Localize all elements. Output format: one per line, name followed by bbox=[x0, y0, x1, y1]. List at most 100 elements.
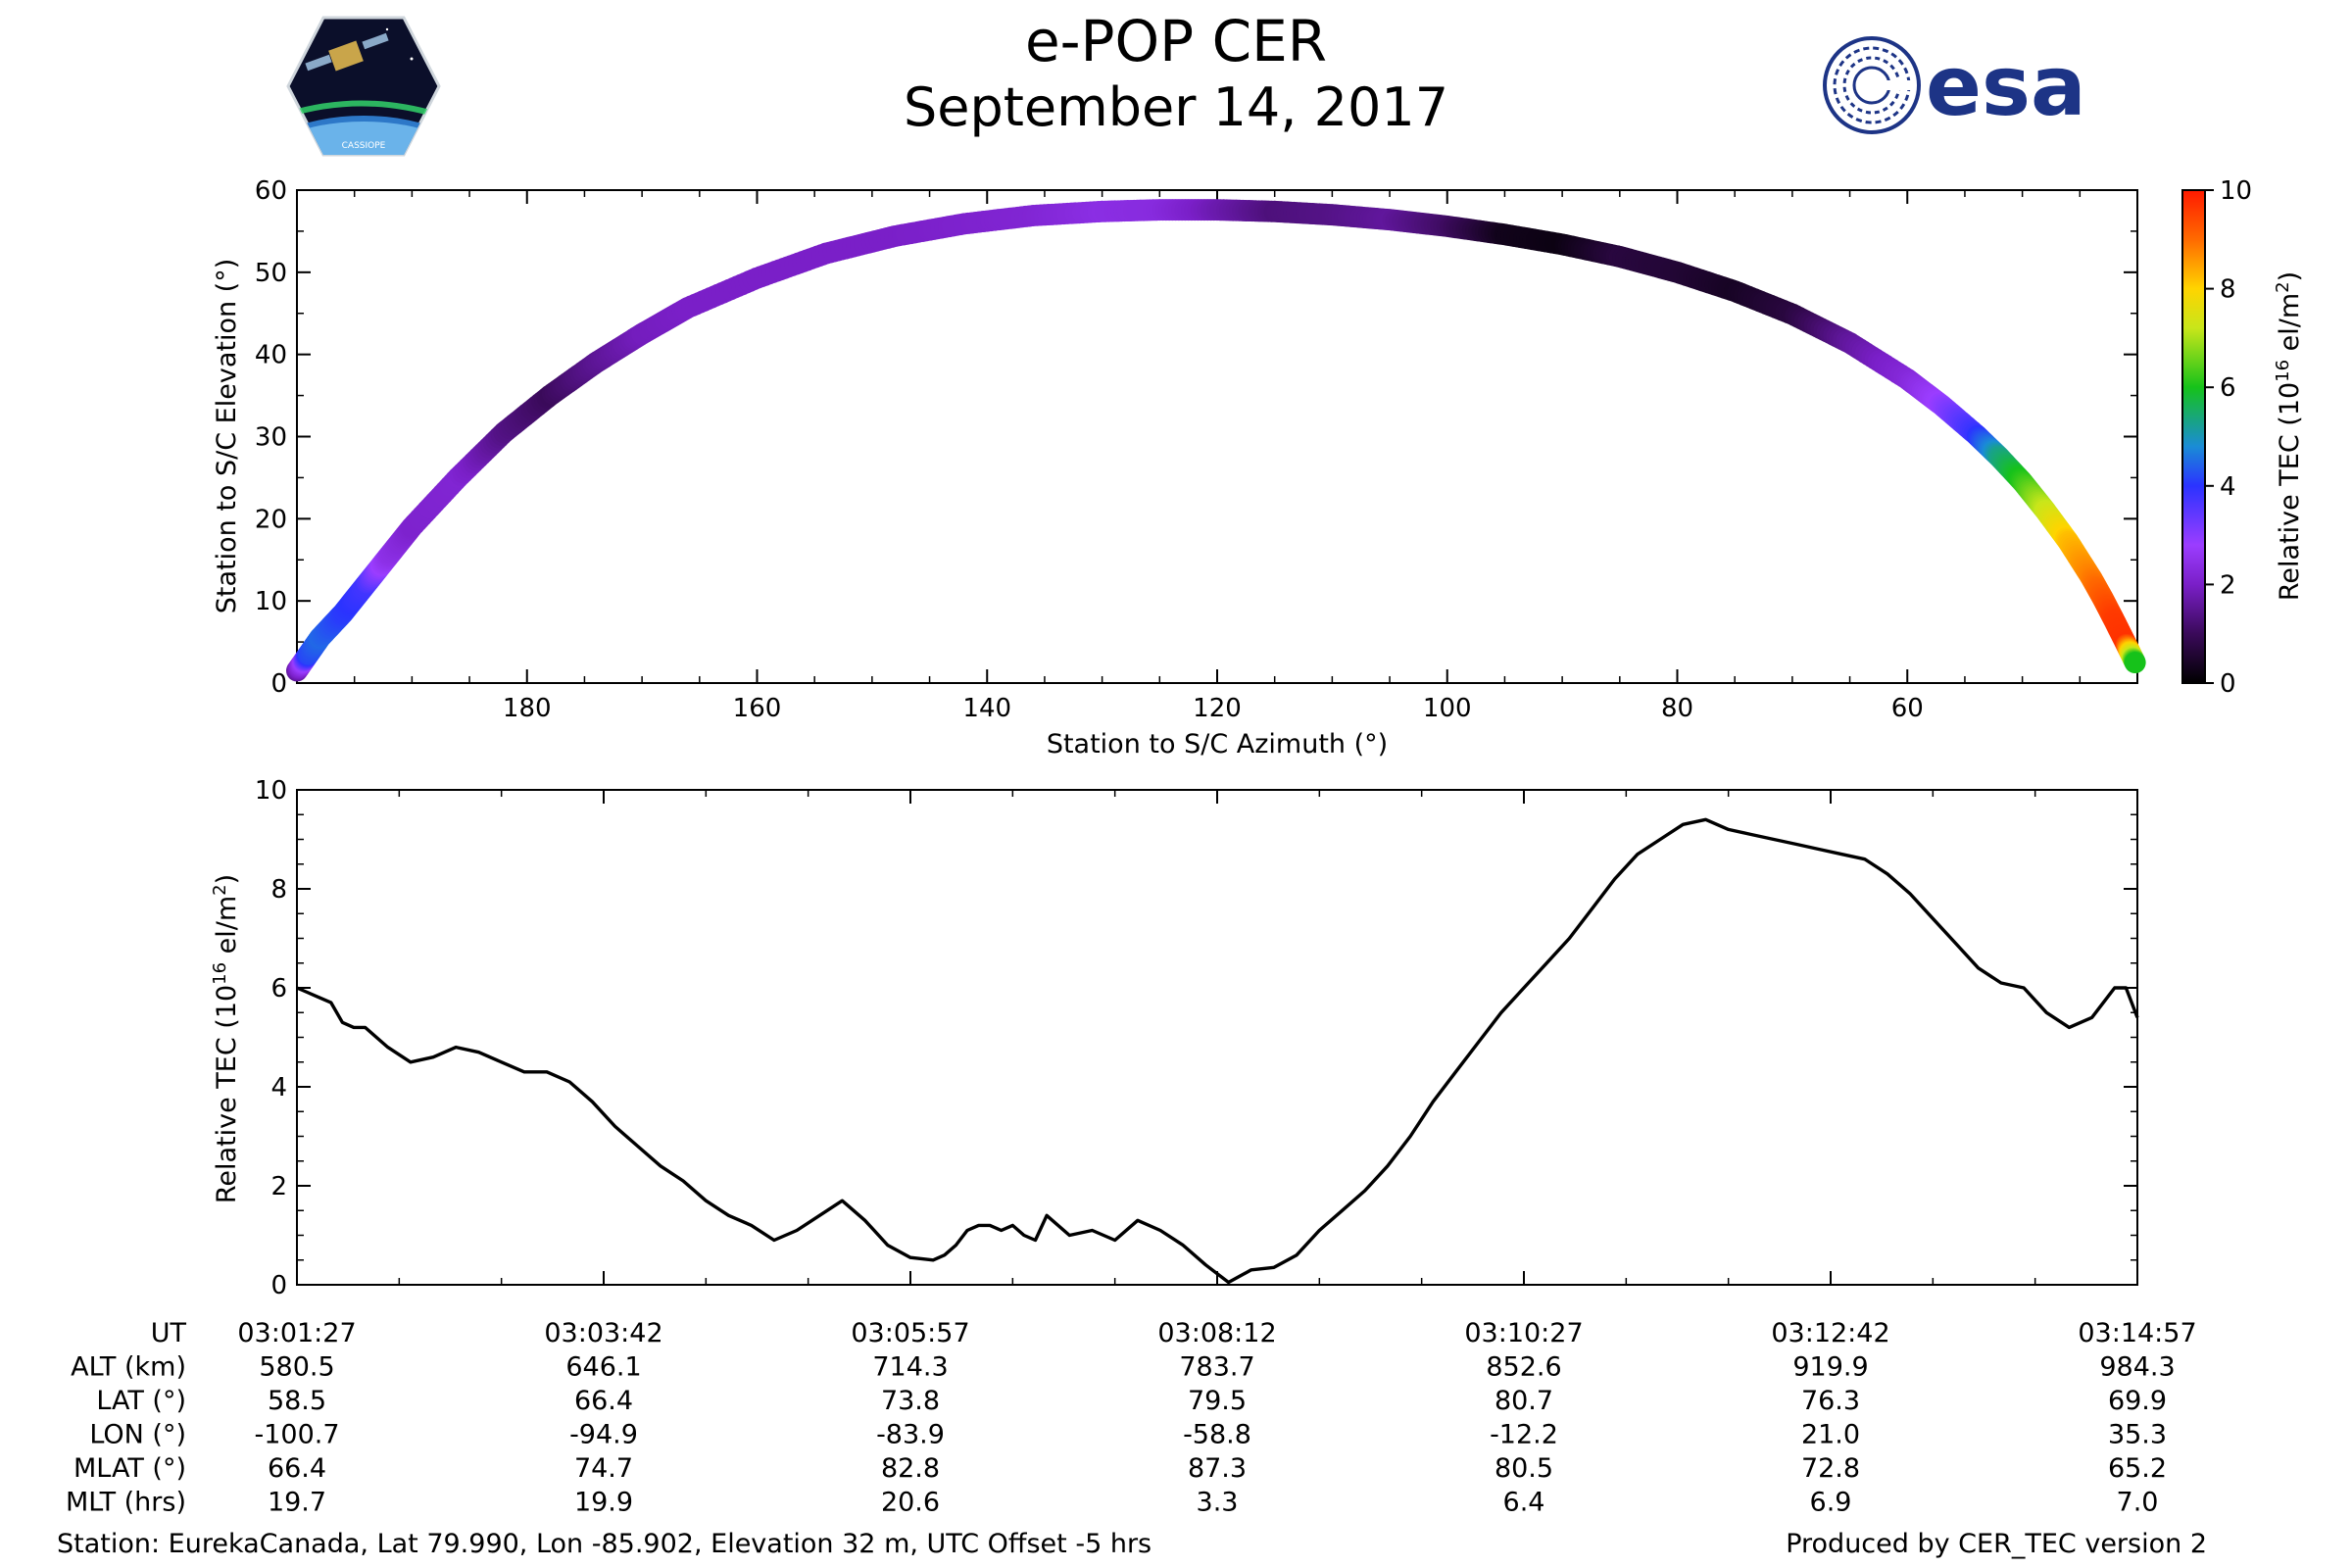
ephemeris-cell: 714.3 bbox=[872, 1352, 948, 1383]
colorbar-label-main: Relative TEC (10 bbox=[2275, 382, 2305, 601]
colorbar-tick-label: 6 bbox=[2220, 373, 2236, 403]
ephemeris-cell: 76.3 bbox=[1801, 1386, 1860, 1416]
ephemeris-row-label: MLAT (°) bbox=[74, 1453, 186, 1484]
tec-y-label-sup2: 2 bbox=[210, 884, 230, 895]
ephemeris-cell: 69.9 bbox=[2108, 1386, 2167, 1416]
y-tick-label: 2 bbox=[270, 1172, 287, 1201]
ephemeris-cell: 80.7 bbox=[1494, 1386, 1553, 1416]
x-tick-label: 100 bbox=[1423, 694, 1472, 723]
tec-y-label-end: el/m bbox=[212, 896, 242, 962]
colorbar-tick-label: 4 bbox=[2220, 472, 2236, 502]
ephemeris-cell: 87.3 bbox=[1188, 1453, 1247, 1484]
esa-logo-text: esa bbox=[1926, 38, 2086, 134]
ephemeris-cell: 82.8 bbox=[881, 1453, 940, 1484]
track-point bbox=[2124, 652, 2146, 674]
y-tick-label: 8 bbox=[270, 875, 287, 905]
tec-y-label-close: ) bbox=[212, 874, 242, 885]
colorbar-tick-label: 10 bbox=[2220, 176, 2252, 206]
tec-series-line bbox=[296, 817, 2139, 1285]
y-tick-label: 20 bbox=[255, 505, 287, 534]
x-tick-label: 140 bbox=[962, 694, 1011, 723]
ephemeris-cell: 580.5 bbox=[259, 1352, 334, 1383]
produced-by: Produced by CER_TEC version 2 bbox=[1786, 1529, 2207, 1559]
colorbar-ticks: 0 2 4 6 8 10 bbox=[2205, 176, 2252, 699]
ephemeris-cell: 03:10:27 bbox=[1464, 1318, 1583, 1348]
ephemeris-cell: 852.6 bbox=[1486, 1352, 1561, 1383]
ephemeris-cell: 03:14:57 bbox=[2078, 1318, 2196, 1348]
y-tick-label: 10 bbox=[255, 587, 287, 616]
ephemeris-cell: 03:03:42 bbox=[544, 1318, 662, 1348]
ephemeris-cell: 919.9 bbox=[1792, 1352, 1868, 1383]
ephemeris-cell: 72.8 bbox=[1801, 1453, 1860, 1484]
ephemeris-cell: 646.1 bbox=[565, 1352, 641, 1383]
ephemeris-row-label: LAT (°) bbox=[96, 1386, 186, 1416]
ephemeris-row-label: UT bbox=[151, 1318, 187, 1348]
sky-track-points bbox=[286, 199, 2146, 682]
tec-ticks bbox=[296, 789, 2138, 1286]
colorbar-label-end: el/m bbox=[2275, 293, 2305, 360]
y-tick-label: 0 bbox=[270, 669, 287, 699]
colorbar-label-sup: 16 bbox=[2273, 360, 2293, 382]
colorbar-label: Relative TEC (1016 el/m2) bbox=[2273, 271, 2305, 601]
tec-tick-labels: 0 2 4 6 8 10 bbox=[255, 776, 287, 1300]
colorbar-label-sup2: 2 bbox=[2273, 281, 2293, 292]
ephemeris-cell: -100.7 bbox=[254, 1420, 339, 1450]
y-tick-label: 4 bbox=[270, 1073, 287, 1102]
colorbar-tick-label: 0 bbox=[2220, 669, 2236, 699]
y-tick-label: 40 bbox=[255, 341, 287, 370]
ephemeris-cell: 3.3 bbox=[1197, 1488, 1239, 1518]
ephemeris-row-label: ALT (km) bbox=[71, 1352, 186, 1383]
ephemeris-cell: -12.2 bbox=[1490, 1420, 1558, 1450]
ephemeris-row-label: MLT (hrs) bbox=[66, 1488, 186, 1518]
sky-track-x-label: Station to S/C Azimuth (°) bbox=[1047, 729, 1388, 760]
y-tick-label: 0 bbox=[270, 1271, 287, 1300]
ephemeris-row-label: LON (°) bbox=[89, 1420, 186, 1450]
colorbar-tick-label: 2 bbox=[2220, 570, 2236, 600]
x-tick-label: 120 bbox=[1193, 694, 1242, 723]
sky-track-axes-frame bbox=[296, 189, 2138, 684]
tec-axes-frame bbox=[296, 789, 2138, 1286]
tec-y-label-main: Relative TEC (10 bbox=[212, 985, 242, 1203]
ephemeris-cell: 19.7 bbox=[268, 1488, 326, 1518]
y-tick-label: 30 bbox=[255, 423, 287, 453]
ephemeris-cell: 7.0 bbox=[2117, 1488, 2159, 1518]
ephemeris-cell: 65.2 bbox=[2108, 1453, 2167, 1484]
sky-track-y-label: Station to S/C Elevation (°) bbox=[212, 259, 242, 614]
x-tick-label: 160 bbox=[733, 694, 782, 723]
ephemeris-cell: 80.5 bbox=[1494, 1453, 1553, 1484]
y-tick-label: 50 bbox=[255, 259, 287, 288]
ephemeris-cell: 03:01:27 bbox=[237, 1318, 356, 1348]
ephemeris-cell: 20.6 bbox=[881, 1488, 940, 1518]
ephemeris-cell: 783.7 bbox=[1179, 1352, 1254, 1383]
ephemeris-cell: 03:05:57 bbox=[851, 1318, 969, 1348]
cassiope-logo-text: CASSIOPE bbox=[342, 141, 386, 151]
esa-logo: esa bbox=[1823, 36, 2086, 134]
station-info: Station: EurekaCanada, Lat 79.990, Lon -… bbox=[57, 1529, 1152, 1559]
sky-track-tick-labels: 180 160 140 120 100 80 60 0 10 20 30 40 50 60 bbox=[255, 176, 1924, 723]
ephemeris-cell: -83.9 bbox=[876, 1420, 945, 1450]
x-tick-label: 60 bbox=[1891, 694, 1924, 723]
page-subtitle-date: September 14, 2017 bbox=[903, 76, 1449, 138]
ephemeris-cell: 66.4 bbox=[268, 1453, 326, 1484]
x-tick-label: 180 bbox=[503, 694, 552, 723]
ephemeris-cell: 19.9 bbox=[574, 1488, 633, 1518]
y-tick-label: 60 bbox=[255, 176, 287, 206]
y-tick-label: 6 bbox=[270, 974, 287, 1004]
ephemeris-cell: 73.8 bbox=[881, 1386, 940, 1416]
x-tick-label: 80 bbox=[1661, 694, 1693, 723]
colorbar: 0 2 4 6 8 10 Relative TEC (1016 el/m2) bbox=[2181, 176, 2305, 699]
ephemeris-cell: 03:12:42 bbox=[1771, 1318, 1889, 1348]
tec-y-label-sup: 16 bbox=[210, 962, 230, 985]
colorbar-gradient bbox=[2181, 189, 2206, 684]
ephemeris-cell: 58.5 bbox=[268, 1386, 326, 1416]
page-title: e-POP CER bbox=[1024, 8, 1328, 74]
colorbar-tick-label: 8 bbox=[2220, 275, 2236, 305]
ephemeris-table: UT 03:01:27 03:03:42 03:05:57 03:08:12 03:10:… bbox=[66, 1318, 2197, 1518]
ephemeris-cell: 03:08:12 bbox=[1157, 1318, 1276, 1348]
ephemeris-cell: 74.7 bbox=[574, 1453, 633, 1484]
y-tick-label: 10 bbox=[255, 776, 287, 806]
sky-track-ticks bbox=[297, 189, 2137, 684]
ephemeris-cell: 984.3 bbox=[2099, 1352, 2175, 1383]
